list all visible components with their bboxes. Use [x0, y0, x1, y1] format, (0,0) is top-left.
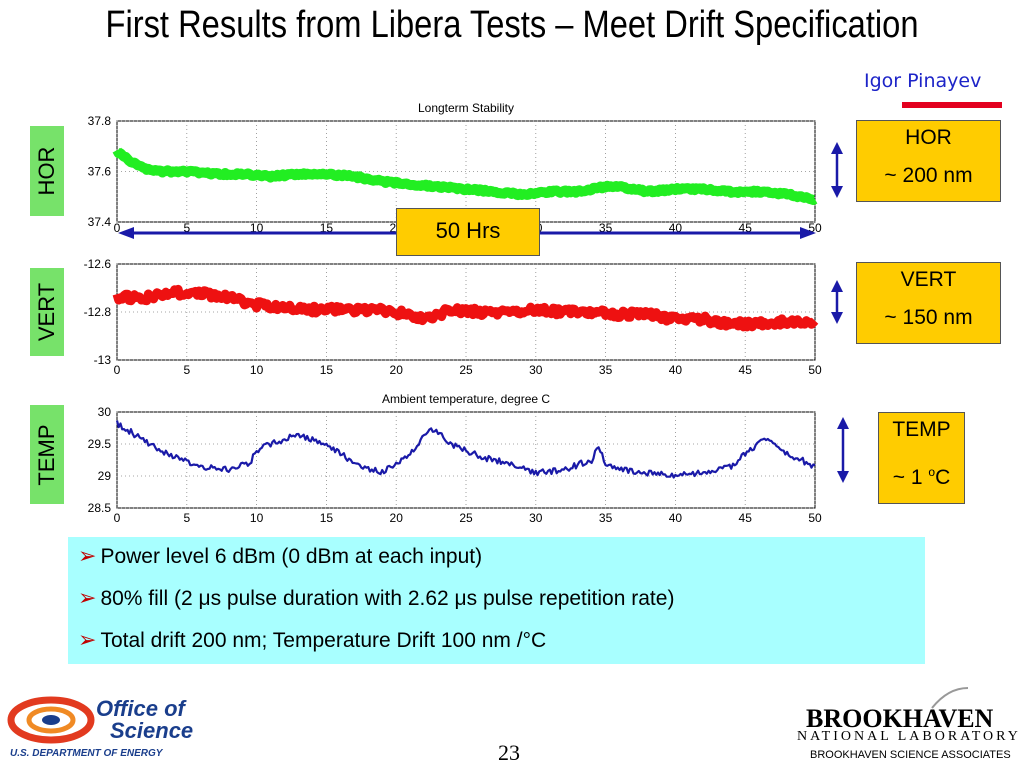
office-of-science-logo-icon: [7, 696, 95, 744]
list-item: ➢ 80% fill (2 μs pulse duration with 2.62…: [78, 585, 675, 610]
x-tick-label: 0: [114, 221, 121, 235]
x-tick-label: 15: [320, 363, 334, 377]
x-tick-label: 30: [529, 363, 543, 377]
bullet-list: ➢ Power level 6 dBm (0 dBm at each input)…: [68, 537, 925, 664]
x-tick-label: 5: [183, 363, 190, 377]
y-tick-label: 30: [98, 405, 112, 419]
vert-series-line: [112, 284, 819, 332]
y-tick-label: 29: [98, 469, 112, 483]
bullet-arrow-icon: ➢: [78, 543, 97, 568]
duration-arrow-left-head: [118, 227, 134, 239]
temp-series-line: [115, 420, 816, 479]
hor-chart-title: Longterm Stability: [418, 101, 514, 115]
temp-chart-title: Ambient temperature, degree C: [382, 392, 550, 406]
x-tick-label: 25: [459, 363, 473, 377]
range-arrow-bottom-head: [831, 186, 843, 198]
range-arrow-temp: [837, 417, 849, 483]
hor-info-name: HOR: [905, 126, 952, 149]
x-tick-label: 45: [739, 511, 753, 525]
bullet-arrow-icon: ➢: [78, 627, 97, 652]
brookhaven-name: BROOKHAVEN: [806, 704, 994, 733]
doe-label: U.S. DEPARTMENT OF ENERGY: [10, 748, 163, 759]
x-tick-label: 35: [599, 511, 613, 525]
x-tick-label: 10: [250, 363, 264, 377]
temp-info-value: ~ 1 oC: [892, 465, 951, 489]
x-tick-label: 5: [183, 511, 190, 525]
range-arrow-top-head: [831, 280, 843, 292]
y-tick-label: 37.4: [88, 215, 112, 229]
x-tick-label: 30: [529, 511, 543, 525]
range-arrow-bottom-head: [837, 471, 849, 483]
vert-chart: 0 5 10 15 20 25 30 35 40 45 50 -13 -12.8 -12.6: [84, 257, 822, 377]
x-tick-label: 10: [250, 511, 264, 525]
y-tick-label: -12.8: [84, 305, 112, 319]
duration-arrow-right-head: [800, 227, 816, 239]
temp-info-name: TEMP: [892, 418, 951, 441]
list-item: ➢ Total drift 200 nm; Temperature Drift 1…: [78, 627, 547, 652]
x-tick-label: 15: [320, 511, 334, 525]
office-of-science-line1: Office of: [96, 696, 185, 721]
page-number: 23: [498, 740, 520, 765]
list-item: ➢ Power level 6 dBm (0 dBm at each input): [78, 543, 483, 568]
author-name: Igor Pinayev: [864, 70, 982, 92]
temp-panel-label: TEMP: [30, 405, 64, 504]
temp-info-box: TEMP ~ 1 oC: [878, 412, 965, 504]
x-tick-label: 20: [390, 511, 404, 525]
vert-info-value: ~ 150 nm: [884, 306, 973, 329]
vert-panel-label: VERT: [30, 268, 64, 356]
brookhaven-associates: BROOKHAVEN SCIENCE ASSOCIATES: [810, 749, 1011, 761]
vert-info-name: VERT: [900, 268, 957, 291]
x-tick-label: 0: [114, 363, 121, 377]
x-tick-label: 20: [390, 363, 404, 377]
bullet-arrow-icon: ➢: [78, 585, 97, 610]
y-tick-label: -13: [94, 353, 112, 367]
hor-series-line: [112, 147, 819, 205]
y-tick-label: -12.6: [84, 257, 112, 271]
x-tick-label: 35: [599, 363, 613, 377]
range-arrow-hor: [831, 142, 843, 198]
range-arrow-bottom-head: [831, 312, 843, 324]
x-tick-label: 50: [808, 511, 822, 525]
slide-title: First Results from Libera Tests – Meet D…: [105, 4, 919, 46]
x-tick-label: 45: [739, 363, 753, 377]
duration-box: 50 Hrs: [396, 208, 540, 256]
author-underline: [902, 102, 1002, 108]
vert-info-box: VERT ~ 150 nm: [856, 262, 1001, 344]
charts-canvas: 0510152025303540455037.437.637.8Longterm…: [84, 101, 849, 525]
y-tick-label: 37.8: [88, 114, 112, 128]
x-tick-label: 5: [183, 221, 190, 235]
x-tick-label: 0: [114, 511, 121, 525]
y-tick-label: 28.5: [88, 501, 112, 515]
x-tick-label: 40: [669, 511, 683, 525]
range-arrow-top-head: [837, 417, 849, 429]
y-tick-label: 29.5: [88, 437, 112, 451]
temp-chart: 0 5 10 15 20 25 30 35 40 45 50 28.5 29 29.5 30 Ambient …: [88, 392, 822, 525]
x-tick-label: 50: [808, 363, 822, 377]
brookhaven-subtitle: NATIONAL LABORATORY: [797, 729, 1021, 744]
x-tick-label: 25: [459, 511, 473, 525]
office-of-science-line2: Science: [110, 718, 194, 743]
hor-info-value: ~ 200 nm: [884, 164, 973, 187]
hor-panel-label: HOR: [30, 126, 64, 216]
y-tick-label: 37.6: [88, 165, 112, 179]
x-tick-label: 40: [669, 363, 683, 377]
range-arrow-top-head: [831, 142, 843, 154]
brookhaven-swoosh-icon: [931, 687, 969, 709]
hor-info-box: HOR ~ 200 nm: [856, 120, 1001, 202]
range-arrow-vert: [831, 280, 843, 324]
